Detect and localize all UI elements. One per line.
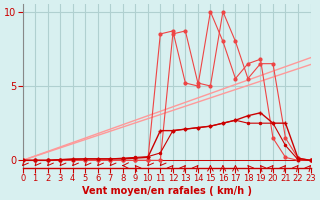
X-axis label: Vent moyen/en rafales ( km/h ): Vent moyen/en rafales ( km/h ) — [82, 186, 252, 196]
